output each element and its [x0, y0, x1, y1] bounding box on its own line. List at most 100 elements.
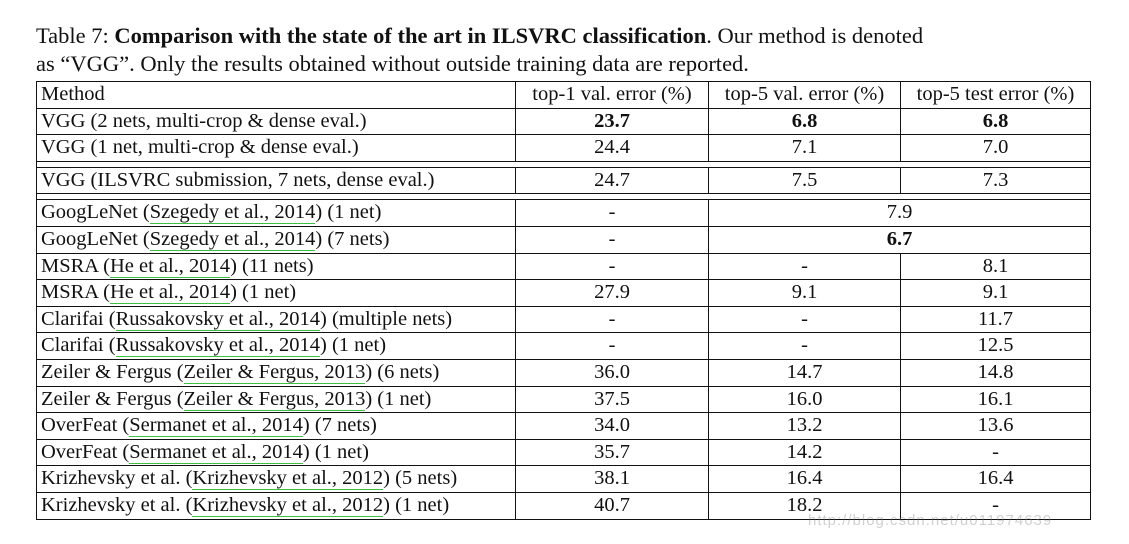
- column-header: top-5 test error (%): [901, 81, 1091, 108]
- top5-val-error-cell-value: -: [801, 334, 808, 357]
- top1-val-error-cell-value: 37.5: [594, 387, 630, 410]
- table-row: GoogLeNet (Szegedy et al., 2014) (7 nets…: [36, 225, 1091, 253]
- method-cell: Krizhevsky et al. (Krizhevsky et al., 20…: [36, 491, 516, 520]
- top5-test-error-cell-value: 11.7: [977, 307, 1014, 330]
- table-row: OverFeat (Sermanet et al., 2014) (1 net)…: [36, 438, 1091, 466]
- top5-merged-cell-value: 6.7: [886, 227, 913, 250]
- top5-val-error-cell-value: 13.2: [786, 414, 823, 437]
- table-row: Clarifai (Russakovsky et al., 2014) (1 n…: [36, 332, 1091, 359]
- top5-val-error-cell: -: [709, 252, 901, 280]
- top5-val-error-cell: 16.0: [709, 385, 901, 413]
- method-name: MSRA (: [41, 281, 110, 304]
- method-cell: Krizhevsky et al. (Krizhevsky et al., 20…: [36, 465, 516, 492]
- caption-label: Table 7:: [36, 23, 115, 48]
- top1-val-error-cell: -: [516, 305, 709, 333]
- top5-test-error-cell-value: 16.4: [977, 467, 1014, 490]
- citation-link[interactable]: Zeiler & Fergus, 2013: [183, 360, 366, 384]
- citation-link[interactable]: Russakovsky et al., 2014: [115, 307, 320, 331]
- top1-val-error-cell: 37.5: [516, 385, 709, 413]
- top5-merged-cell: 7.9: [709, 199, 1091, 226]
- method-name: Clarifai (: [41, 307, 116, 330]
- method-name: MSRA (: [41, 254, 110, 277]
- top5-val-error-cell: 13.2: [709, 412, 901, 439]
- table-row: Krizhevsky et al. (Krizhevsky et al., 20…: [36, 491, 1091, 520]
- method-cell: VGG (ILSVRC submission, 7 nets, dense ev…: [36, 166, 516, 194]
- method-name: OverFeat (: [41, 440, 130, 463]
- top5-test-error-cell-value: 16.1: [977, 387, 1014, 410]
- top1-val-error-cell: -: [516, 332, 709, 359]
- top5-test-error-cell: 7.0: [901, 134, 1091, 161]
- top5-val-error-cell-value: 16.4: [786, 467, 823, 490]
- top1-val-error-cell: 24.7: [516, 166, 709, 194]
- column-header: Method: [36, 81, 516, 108]
- citation-link[interactable]: Szegedy et al., 2014: [149, 227, 316, 251]
- top5-val-error-cell-value: 16.0: [786, 387, 823, 410]
- top5-test-error-cell-value: 12.5: [977, 334, 1014, 357]
- top5-test-error-cell: 14.8: [901, 358, 1091, 386]
- top1-val-error-cell-value: 24.4: [594, 136, 630, 159]
- citation-link[interactable]: Szegedy et al., 2014: [149, 201, 316, 225]
- top1-val-error-cell: -: [516, 252, 709, 280]
- top1-val-error-cell-value: 40.7: [594, 493, 630, 516]
- top5-merged-cell: 6.7: [709, 225, 1091, 253]
- citation-link[interactable]: Sermanet et al., 2014: [129, 414, 303, 438]
- table-row: OverFeat (Sermanet et al., 2014) (7 nets…: [36, 412, 1091, 439]
- method-name: Zeiler & Fergus (: [41, 360, 184, 383]
- citation-link[interactable]: Zeiler & Fergus, 2013: [183, 387, 366, 411]
- citation-link[interactable]: Russakovsky et al., 2014: [115, 334, 320, 358]
- top1-val-error-cell: 27.9: [516, 279, 709, 306]
- top1-val-error-cell-value: -: [608, 227, 616, 250]
- citation-link[interactable]: Krizhevsky et al., 2012: [192, 493, 384, 517]
- top5-test-error-cell: 13.6: [901, 412, 1091, 439]
- top1-val-error-cell: 40.7: [516, 491, 709, 520]
- method-suffix: ) (1 net): [315, 201, 382, 224]
- citation-link[interactable]: Krizhevsky et al., 2012: [192, 467, 384, 491]
- top1-val-error-cell: 34.0: [516, 412, 709, 439]
- caption-text-line2: as “VGG”. Only the results obtained with…: [36, 51, 749, 76]
- gap-cell: [709, 160, 901, 167]
- table-row: VGG (2 nets, multi-crop & dense eval.) 23…: [36, 107, 1091, 135]
- gap-cell: [36, 160, 516, 167]
- method-suffix: ) (5 nets): [383, 467, 458, 490]
- column-header: top-1 val. error (%): [516, 81, 709, 108]
- table-row: Zeiler & Fergus (Zeiler & Fergus, 2013) …: [36, 358, 1091, 386]
- table-row: Zeiler & Fergus (Zeiler & Fergus, 2013) …: [36, 385, 1091, 413]
- top5-val-error-cell: -: [709, 332, 901, 359]
- method-suffix: ) (6 nets): [365, 360, 440, 383]
- table-row: GoogLeNet (Szegedy et al., 2014) (1 net)…: [36, 199, 1091, 226]
- gap-cell: [516, 160, 709, 167]
- top1-val-error-cell-value: 34.0: [594, 414, 630, 437]
- top5-test-error-cell: 16.1: [901, 385, 1091, 413]
- top5-test-error-cell-value: -: [992, 493, 999, 516]
- top5-test-error-cell-value: 8.1: [982, 254, 1009, 277]
- method-suffix: ) (1 net): [383, 493, 450, 516]
- top5-test-error-cell: 7.3: [901, 166, 1091, 194]
- top5-val-error-cell: 6.8: [709, 107, 901, 135]
- top5-val-error-cell-value: -: [801, 307, 808, 330]
- citation-link[interactable]: He et al., 2014: [109, 254, 231, 278]
- citation-link[interactable]: He et al., 2014: [109, 281, 231, 305]
- table-row: Krizhevsky et al. (Krizhevsky et al., 20…: [36, 465, 1091, 492]
- citation-link[interactable]: Sermanet et al., 2014: [129, 440, 303, 464]
- top5-val-error-cell: -: [709, 305, 901, 333]
- top1-val-error-cell: 24.4: [516, 134, 709, 161]
- top1-val-error-cell-value: 23.7: [594, 109, 630, 132]
- top5-val-error-cell-value: 18.2: [786, 493, 823, 516]
- method-suffix: ) (11 nets): [230, 254, 314, 277]
- top5-val-error-cell: 9.1: [709, 279, 901, 306]
- column-header-value: top-1 val. error (%): [532, 83, 692, 105]
- method-cell: MSRA (He et al., 2014) (1 net): [36, 279, 516, 306]
- top1-val-error-cell-value: -: [608, 201, 616, 224]
- top5-val-error-cell-value: -: [801, 254, 808, 277]
- method-suffix: ) (7 nets): [315, 227, 390, 250]
- top1-val-error-cell-value: 24.7: [594, 168, 630, 191]
- top5-val-error-cell: 7.1: [709, 134, 901, 161]
- results-table: Method top-1 val. error (%) top-5 val. err…: [36, 81, 1091, 520]
- top5-test-error-cell: 11.7: [901, 305, 1091, 333]
- section-gap: [36, 193, 1091, 200]
- method-suffix: ) (1 net): [365, 387, 432, 410]
- method-name: Krizhevsky et al. (: [41, 467, 193, 490]
- method-cell: VGG (1 net, multi-crop & dense eval.): [36, 134, 516, 161]
- method-suffix: ) (1 net): [320, 334, 387, 357]
- top1-val-error-cell: 23.7: [516, 107, 709, 135]
